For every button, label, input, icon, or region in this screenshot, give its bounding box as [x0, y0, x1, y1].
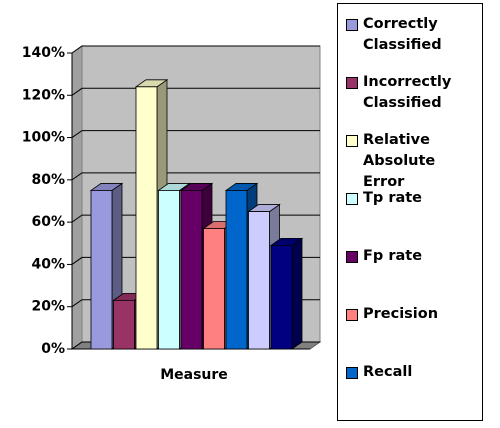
y-tick-label: 20%	[31, 299, 65, 315]
legend-label: Correctly Classified	[363, 16, 442, 53]
grid-line	[71, 45, 320, 54]
legend-entry: Correctly Classified	[346, 14, 480, 56]
bar	[180, 190, 203, 350]
legend-swatch	[346, 193, 358, 205]
legend-entry: Tp rate	[346, 188, 480, 209]
y-tick-label: 0%	[41, 341, 65, 357]
x-tick-label: Measure	[160, 367, 228, 383]
legend-entry: Fp rate	[346, 246, 480, 267]
legend-entry: Incorrectly Classified	[346, 72, 480, 114]
bar	[135, 86, 158, 350]
bar	[270, 244, 293, 350]
y-tick-label: 80%	[31, 172, 65, 188]
legend-swatch	[346, 135, 358, 147]
bar	[225, 190, 248, 350]
grid-line	[71, 172, 320, 181]
legend-label: Recall	[363, 364, 413, 380]
grid-line	[71, 130, 320, 138]
legend-swatch	[346, 309, 358, 321]
bar	[113, 299, 135, 350]
chart: 0% 20% 40% 60% 80% 100% 120% 140% Measure	[22, 45, 322, 383]
legend-label: Precision	[363, 306, 439, 322]
bar	[158, 190, 180, 350]
y-tick-label: 140%	[22, 45, 65, 61]
legend-label: Relative Absolute Error	[363, 132, 436, 190]
legend-swatch	[346, 367, 358, 379]
bar	[203, 228, 225, 350]
legend-label: Tp rate	[363, 190, 423, 206]
legend-swatch	[346, 251, 358, 263]
legend-entry: Precision	[346, 304, 480, 325]
legend-entry: Relative Absolute Error	[346, 130, 480, 193]
legend-entry: Recall	[346, 362, 480, 383]
y-tick-label: 60%	[31, 214, 65, 230]
legend-label: Incorrectly Classified	[363, 74, 452, 111]
y-tick-label: 40%	[31, 256, 65, 272]
bar	[248, 211, 270, 350]
legend-label: Fp rate	[363, 248, 423, 264]
y-tick-label: 120%	[22, 87, 65, 103]
bar	[90, 190, 113, 350]
legend: Correctly Classified Incorrectly Classifi…	[337, 3, 483, 421]
y-tick-label: 100%	[22, 130, 65, 146]
grid-line	[71, 87, 320, 96]
legend-swatch	[346, 19, 358, 31]
bar-side	[291, 237, 303, 350]
legend-swatch	[346, 77, 358, 89]
